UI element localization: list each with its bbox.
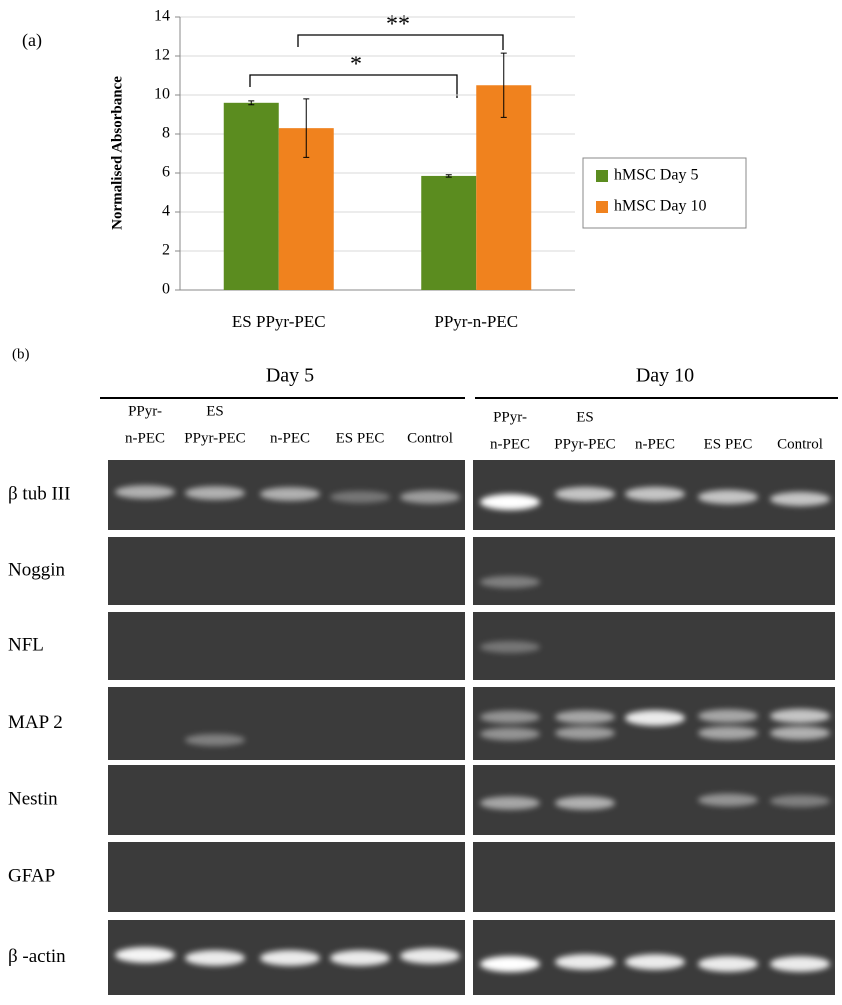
gel-band xyxy=(185,733,245,747)
error-bar xyxy=(445,174,452,178)
panel-label: (a) xyxy=(22,30,42,51)
bar xyxy=(476,85,532,290)
gel xyxy=(108,537,465,605)
legend-swatch xyxy=(596,201,608,213)
gel-band xyxy=(260,950,320,966)
y-tick-label: 4 xyxy=(162,203,170,220)
lane-label: n-PEC xyxy=(635,436,675,452)
group-title: Day 5 xyxy=(266,365,314,387)
gel-band xyxy=(330,950,390,966)
gel-band xyxy=(260,487,320,501)
gel-band xyxy=(480,727,540,741)
gel-band xyxy=(555,726,615,740)
bar xyxy=(223,102,279,290)
gel xyxy=(108,612,465,680)
lane-label: Control xyxy=(777,436,823,452)
gel-band xyxy=(480,796,540,810)
annotation: * xyxy=(350,52,362,78)
bar xyxy=(421,175,477,290)
lane-label: PPyr-PEC xyxy=(554,436,615,452)
lane-label: n-PEC xyxy=(270,430,310,446)
gel-band xyxy=(480,956,540,972)
lane-label: PPyr-PEC xyxy=(184,430,245,446)
gel-band xyxy=(185,950,245,966)
bracket xyxy=(297,34,504,50)
gel-band xyxy=(115,485,175,499)
annotation: ** xyxy=(386,12,410,38)
gel-band xyxy=(625,710,685,726)
lane-label: PPyr- xyxy=(128,403,162,419)
lane-label: Control xyxy=(407,430,453,446)
panel-label: (b) xyxy=(12,346,30,362)
lane-label: ES xyxy=(206,403,224,419)
gel-band xyxy=(770,794,830,808)
legend-box xyxy=(582,157,747,229)
gel-band xyxy=(400,490,460,504)
gel-band xyxy=(698,489,758,505)
gel xyxy=(473,537,835,605)
legend-label: hMSC Day 10 xyxy=(614,198,706,215)
gel-band xyxy=(770,726,830,740)
gel xyxy=(108,842,465,912)
gel-band xyxy=(698,709,758,723)
gel-band xyxy=(770,708,830,724)
y-tick-label: 6 xyxy=(162,164,170,181)
gel-band xyxy=(555,954,615,970)
y-tick-label: 10 xyxy=(154,86,170,103)
gel-band xyxy=(698,793,758,807)
gene-label: Noggin xyxy=(8,559,66,580)
gel-band xyxy=(480,575,540,589)
y-tick-label: 14 xyxy=(154,8,170,25)
gel-band xyxy=(770,491,830,507)
gel xyxy=(473,842,835,912)
gel-band xyxy=(625,486,685,502)
lane-label: PPyr- xyxy=(493,409,527,425)
x-tick-label: PPyr-n-PEC xyxy=(434,312,518,331)
error-bar xyxy=(500,52,507,118)
lane-label: ES PEC xyxy=(704,436,753,452)
gel-band xyxy=(480,710,540,724)
lane-label: n-PEC xyxy=(490,436,530,452)
group-title: Day 10 xyxy=(636,365,694,387)
bracket xyxy=(249,74,458,98)
gel-band xyxy=(698,726,758,740)
y-axis-label: Normalised Absorbance xyxy=(109,76,125,230)
gene-label: MAP 2 xyxy=(8,712,63,733)
y-tick-label: 0 xyxy=(162,281,170,298)
gene-label: β -actin xyxy=(8,946,66,967)
gene-label: NFL xyxy=(8,634,44,655)
gene-label: GFAP xyxy=(8,865,55,886)
error-bar xyxy=(303,98,310,158)
y-tick-label: 8 xyxy=(162,125,170,142)
gel-band xyxy=(115,947,175,963)
gel-band xyxy=(330,491,390,503)
gel xyxy=(108,765,465,835)
gel xyxy=(108,687,465,760)
gel-band xyxy=(555,796,615,810)
gel-band xyxy=(480,494,540,510)
gene-label: β tub III xyxy=(8,483,70,504)
gel-band xyxy=(400,948,460,964)
x-tick-label: ES PPyr-PEC xyxy=(232,312,326,331)
gel-band xyxy=(185,486,245,500)
gel-band xyxy=(555,710,615,724)
lane-label: n-PEC xyxy=(125,430,165,446)
gel-band xyxy=(625,954,685,970)
error-bar xyxy=(248,100,255,106)
y-tick-label: 12 xyxy=(154,47,170,64)
lane-label: ES PEC xyxy=(336,430,385,446)
gel-band xyxy=(698,956,758,972)
gel-band xyxy=(555,486,615,502)
legend-swatch xyxy=(596,170,608,182)
gel-band xyxy=(770,956,830,972)
lane-label: ES xyxy=(576,409,594,425)
gene-label: Nestin xyxy=(8,788,58,809)
legend-label: hMSC Day 5 xyxy=(614,167,698,184)
y-tick-label: 2 xyxy=(162,242,170,259)
gel-band xyxy=(480,641,540,653)
